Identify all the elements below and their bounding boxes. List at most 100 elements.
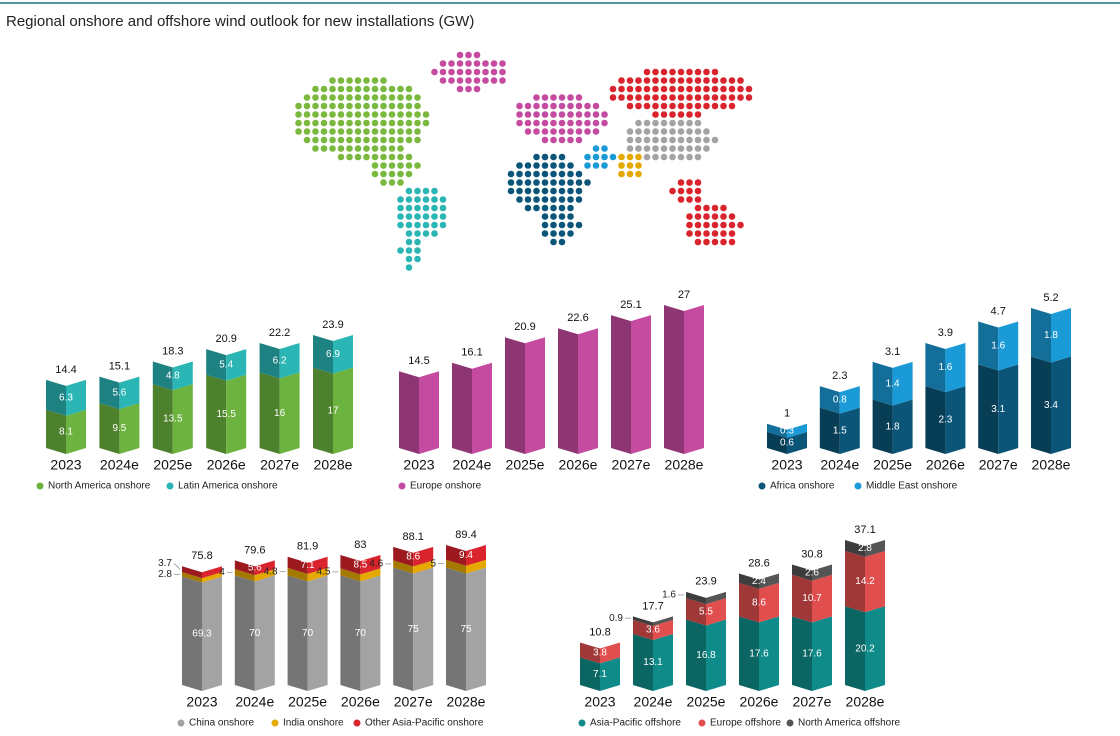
map-dot (346, 136, 353, 144)
total-label: 3.9 (938, 327, 953, 339)
map-dot (303, 136, 311, 144)
map-dot (414, 247, 421, 254)
bar-segment (739, 616, 779, 691)
data-label: 17 (327, 405, 339, 416)
bar-face-right (839, 386, 860, 414)
bar-segment (611, 315, 651, 454)
bar-face-right (892, 399, 913, 454)
map-dot (694, 128, 702, 135)
map-dot (397, 204, 404, 212)
map-dot (533, 204, 540, 212)
data-label: 20.2 (855, 643, 875, 654)
map-dot (312, 136, 319, 144)
data-label: 5.5 (699, 606, 713, 617)
x-tick-label: 2025e (687, 694, 726, 710)
map-dot (533, 119, 540, 127)
map-dot (652, 153, 659, 161)
map-dot (363, 102, 370, 110)
map-dot (499, 60, 506, 67)
map-dot (694, 187, 702, 195)
map-dot (354, 111, 362, 118)
bar-segment (739, 582, 779, 623)
bar-face-right (307, 575, 328, 691)
data-label: 0.3 (780, 425, 794, 436)
map-dot (635, 153, 642, 161)
map-dot (439, 204, 447, 212)
map-dot (303, 102, 311, 110)
map-dot (575, 102, 583, 110)
legend-swatch (786, 719, 794, 727)
map-dot (575, 187, 583, 195)
map-dot (584, 179, 591, 186)
map-dot (550, 153, 557, 161)
data-label: 16.8 (696, 650, 716, 661)
map-dot (737, 77, 744, 84)
data-label: 1.6 (938, 362, 952, 373)
bar-face-right (66, 409, 86, 454)
data-label: 13.5 (163, 414, 183, 425)
map-dot (541, 162, 549, 169)
x-tick-label: 2023 (771, 457, 802, 473)
map-dot (329, 77, 336, 84)
map-dot (371, 153, 379, 161)
map-dot (456, 60, 464, 67)
map-dot (652, 94, 659, 101)
map-dot (431, 230, 438, 237)
map-dot (414, 136, 421, 144)
x-tick-label: 2025e (288, 694, 327, 710)
map-dot (592, 145, 600, 152)
map-dot (711, 77, 719, 84)
map-dot (422, 119, 430, 127)
map-dot (541, 170, 549, 178)
map-dot (584, 153, 591, 161)
total-label: 23.9 (695, 576, 716, 588)
bar-face-left (664, 305, 684, 454)
map-dot (686, 68, 693, 76)
map-dot (380, 136, 387, 144)
map-dot (524, 102, 532, 110)
bar-segment (978, 321, 1019, 371)
map-dot (558, 213, 566, 220)
map-dot (592, 153, 600, 161)
total-label: 10.8 (589, 626, 610, 638)
bar-face-right (787, 431, 807, 454)
map-dot (516, 119, 523, 127)
bar-segment (686, 619, 726, 691)
map-dot (346, 145, 353, 152)
map-dot (660, 153, 668, 161)
map-dot (354, 94, 362, 101)
map-dot (677, 94, 685, 101)
bar-segment (580, 642, 620, 664)
map-dot (473, 51, 481, 59)
map-dot (371, 162, 379, 169)
legend-label: Other Asia-Pacific onshore (365, 718, 484, 729)
data-label: 1.8 (886, 421, 900, 432)
map-dot (677, 85, 685, 93)
map-dot (388, 119, 396, 127)
legend-swatch (36, 482, 44, 490)
map-dot (422, 221, 430, 229)
bar-face-left (46, 379, 66, 416)
bar-face-right (226, 374, 247, 454)
map-dot (728, 85, 736, 93)
bar-face-right (472, 362, 492, 454)
map-dot (703, 128, 710, 135)
map-dot (329, 145, 336, 152)
data-label: 9.5 (112, 423, 126, 434)
bar-face-right (1051, 356, 1071, 454)
x-tick-label: 2026e (341, 694, 380, 710)
map-dot (397, 128, 404, 135)
bar-segment (558, 328, 598, 454)
map-dot (312, 94, 319, 101)
x-tick-label: 2025e (873, 457, 912, 473)
map-dot (558, 179, 566, 186)
map-dot (550, 196, 557, 203)
map-dot (618, 85, 625, 93)
map-dot (635, 128, 642, 135)
map-dot (533, 153, 540, 161)
map-dot (694, 136, 702, 144)
chart: 2023 14.5 2024e 16.1 2025e 20.9 2026e 22.6 2027e… (398, 289, 704, 492)
map-dot (694, 145, 702, 152)
bar-face-right (812, 616, 832, 691)
map-dot (354, 145, 362, 152)
